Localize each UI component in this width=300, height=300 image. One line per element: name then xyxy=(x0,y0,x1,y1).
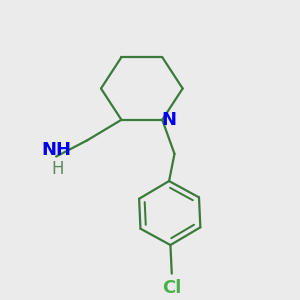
Text: N: N xyxy=(162,111,177,129)
Text: H: H xyxy=(51,160,64,178)
Text: Cl: Cl xyxy=(162,279,182,297)
Text: NH: NH xyxy=(41,141,71,159)
